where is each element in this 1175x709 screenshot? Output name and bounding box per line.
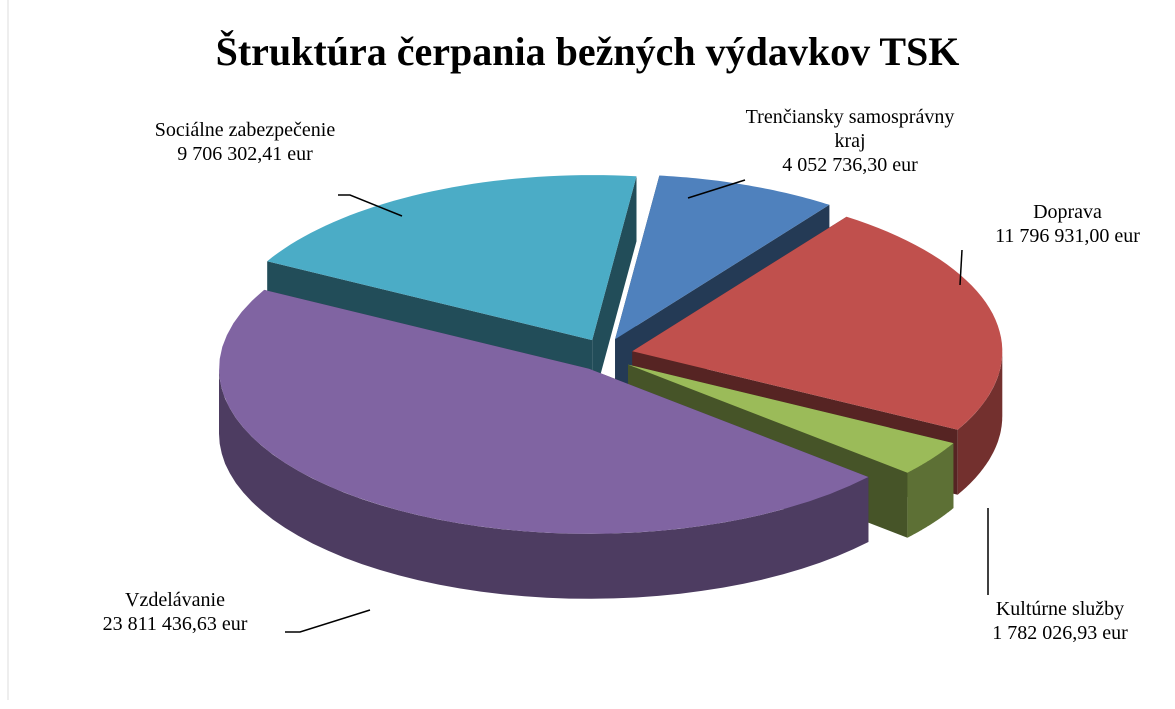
slice-side <box>219 368 869 599</box>
leader-lines <box>285 179 989 633</box>
slice <box>632 216 1003 430</box>
slice <box>267 175 637 341</box>
category-label: Trenčiansky samosprávny kraj <box>745 106 955 152</box>
data-label: Kultúrne služby 1 782 026,93 eur <box>960 597 1160 645</box>
slice-wall <box>592 176 637 406</box>
slice <box>628 364 954 473</box>
category-label: Kultúrne služby <box>995 598 1125 620</box>
value-label: 23 811 436,63 eur <box>102 613 248 635</box>
leader-line <box>687 179 746 199</box>
leader-line <box>959 249 963 286</box>
value-label: 11 796 931,00 eur <box>995 225 1140 247</box>
value-label: 4 052 736,30 eur <box>782 154 918 176</box>
category-label: Sociálne zabezpečenie <box>154 119 336 141</box>
data-label: Sociálne zabezpečenie 9 706 302,41 eur <box>150 118 340 166</box>
category-label: Doprava <box>1033 201 1102 223</box>
slice <box>615 175 830 340</box>
data-label: Trenčiansky samosprávny kraj 4 052 736,30… <box>740 105 960 177</box>
leader-line <box>338 194 403 217</box>
leader-line <box>285 609 371 633</box>
chart-title: Štruktúra čerpania bežných výdavkov TSK <box>215 29 960 74</box>
slices <box>219 175 1003 599</box>
category-label: Vzdelávanie <box>125 589 225 611</box>
value-label: 1 782 026,93 eur <box>992 622 1128 644</box>
value-label: 9 706 302,41 eur <box>177 143 313 165</box>
data-label: Vzdelávanie 23 811 436,63 eur <box>75 588 275 636</box>
slice-side <box>957 351 1003 495</box>
slice <box>219 289 869 534</box>
data-label: Doprava 11 796 931,00 eur <box>960 200 1175 248</box>
slice-side <box>907 443 954 538</box>
